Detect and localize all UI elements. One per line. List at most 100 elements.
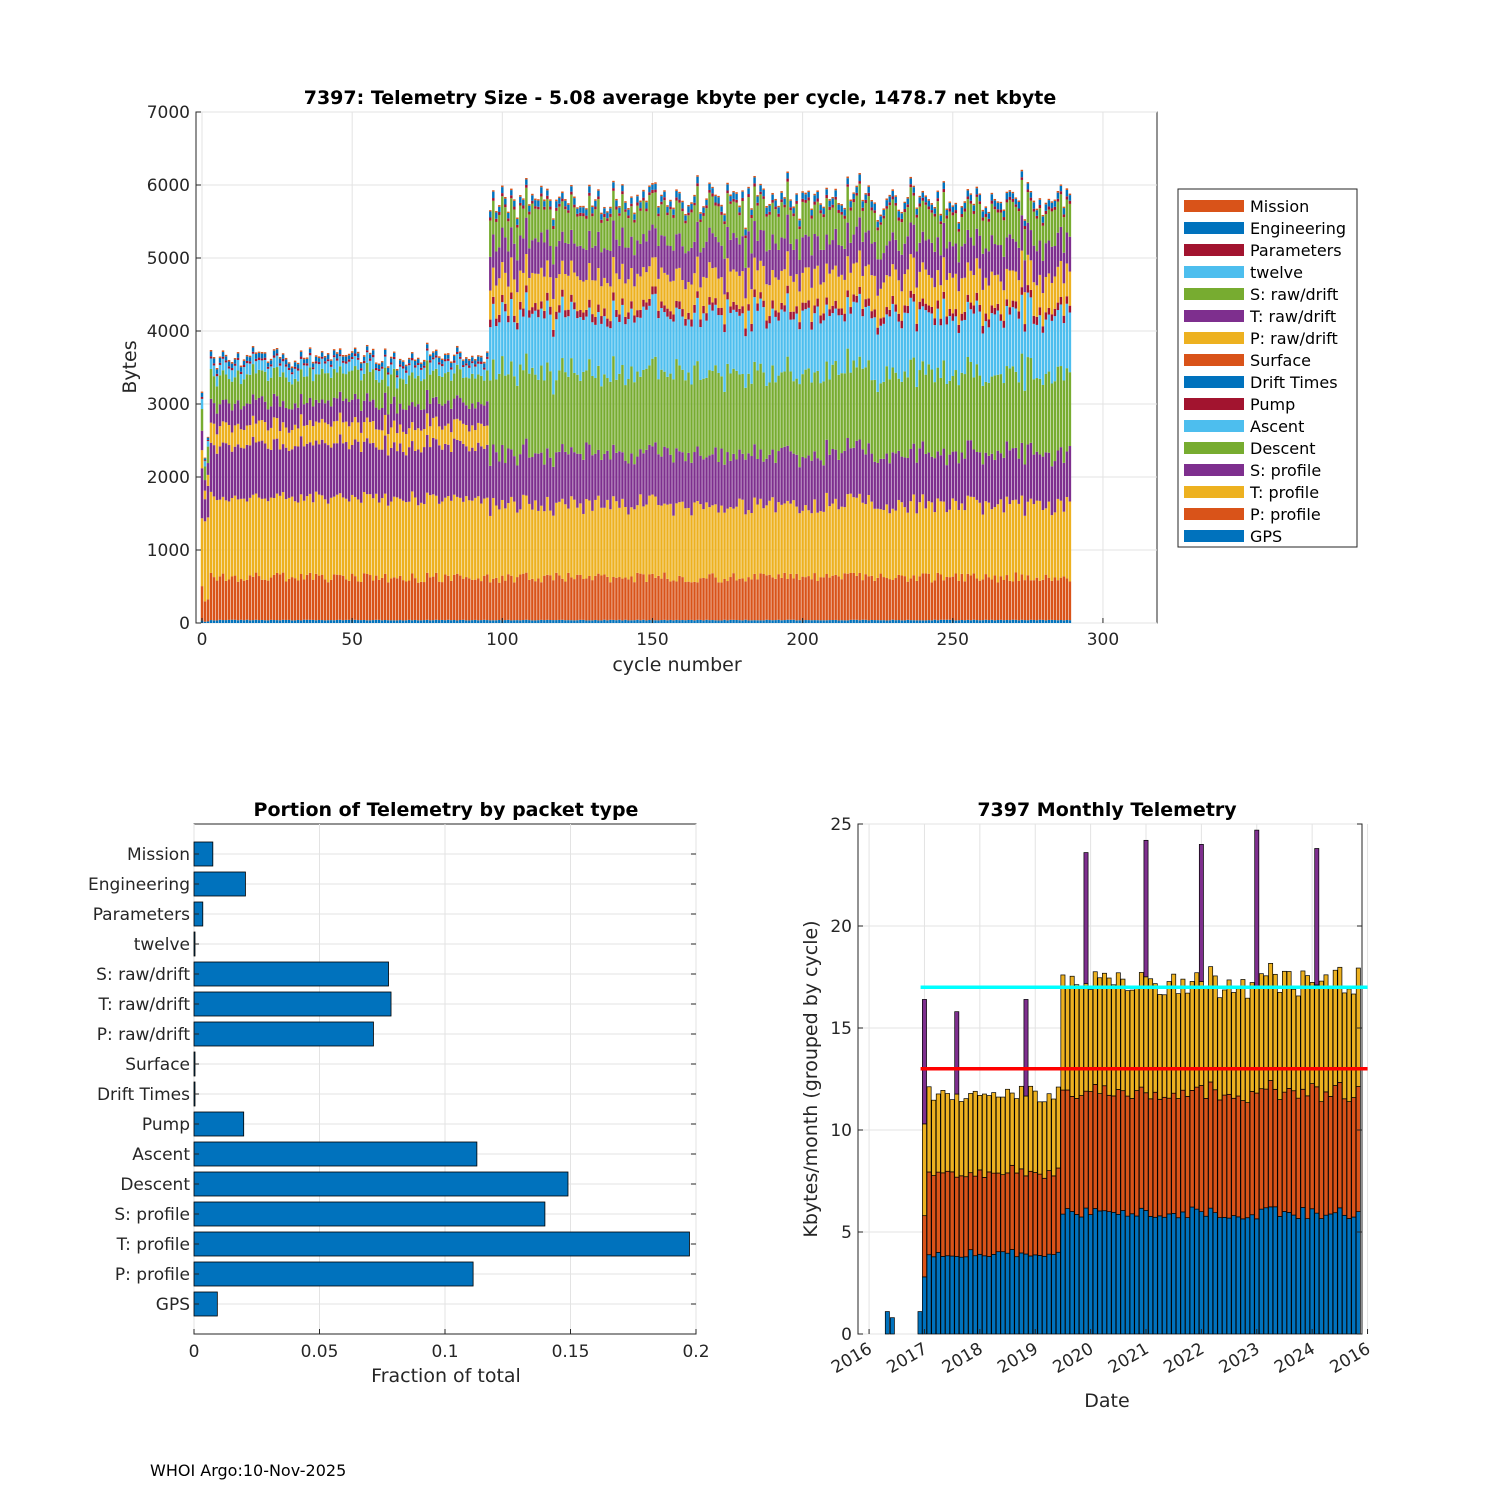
br-bar-segment <box>1305 1095 1310 1219</box>
top-bar-segment <box>693 241 696 274</box>
top-bar-segment <box>750 209 753 215</box>
top-bar-segment <box>254 423 258 443</box>
top-bar-segment <box>347 426 351 450</box>
top-bar-segment <box>212 365 216 377</box>
top-bar-segment <box>741 578 744 621</box>
top-bar-segment <box>209 356 213 359</box>
br-bar-segment <box>945 1093 950 1172</box>
top-bar-segment <box>606 378 609 451</box>
top-bar-segment <box>786 293 789 357</box>
top-bar-segment <box>465 425 468 447</box>
top-bar-segment <box>774 206 777 210</box>
br-month-bar <box>1291 988 1297 1335</box>
top-bar-segment <box>825 198 828 235</box>
top-bar-segment <box>693 202 696 206</box>
top-bar-segment <box>389 364 393 375</box>
top-bar-segment <box>804 202 807 235</box>
top-bar-segment <box>681 309 684 317</box>
top-bar-segment <box>215 500 219 581</box>
top-bar-segment <box>236 499 240 582</box>
top-bar-segment <box>747 310 750 374</box>
top-bar-segment <box>972 213 976 246</box>
top-bar-segment <box>999 619 1003 623</box>
top-bar-segment <box>978 201 982 204</box>
bl-category-label: P: raw/drift <box>97 1025 191 1045</box>
top-bar-segment <box>999 281 1003 315</box>
top-bar-segment <box>654 189 657 193</box>
top-bar-segment <box>468 431 471 452</box>
top-bar-segment <box>963 208 967 212</box>
top-bar-segment <box>495 212 498 219</box>
top-bar-segment <box>522 620 525 623</box>
top-bar-segment <box>624 324 627 386</box>
top-bar-segment <box>335 352 339 354</box>
top-bar-segment <box>810 218 813 256</box>
top-bar-segment <box>426 344 429 349</box>
top-bar-segment <box>795 200 798 204</box>
top-bar-segment <box>1002 256 1006 291</box>
top-bar-segment <box>705 320 708 378</box>
top-bar-segment <box>534 310 537 375</box>
top-bar-segment <box>933 325 937 383</box>
top-bar-segment <box>876 259 879 296</box>
top-bar-segment <box>846 186 849 223</box>
top-bar-segment <box>230 410 234 433</box>
br-x-tick-label: 2016 <box>1327 1339 1374 1378</box>
top-bar-segment <box>750 323 753 332</box>
top-bar-segment <box>945 218 949 249</box>
top-bar-segment <box>903 201 906 204</box>
top-bar-segment <box>735 199 738 203</box>
top-bar-segment <box>636 317 639 372</box>
top-bar-segment <box>615 200 618 207</box>
top-bar-segment <box>1050 383 1054 467</box>
top-bar-segment <box>350 351 354 353</box>
br-bar-segment <box>931 1256 937 1335</box>
top-bar-segment <box>269 619 273 623</box>
top-bar-segment <box>945 576 949 620</box>
top-bar-segment <box>1029 230 1033 261</box>
top-bar-segment <box>888 194 891 197</box>
top-bar-segment <box>447 496 450 576</box>
top-bar-segment <box>1017 208 1021 212</box>
top-bar-segment <box>1011 366 1015 449</box>
top-bar-segment <box>726 258 729 293</box>
top-bar-segment <box>735 304 738 312</box>
top-bar-segment <box>1008 191 1012 197</box>
top-bar-segment <box>1062 315 1066 324</box>
top-bar-segment <box>504 311 507 376</box>
top-bar-segment <box>398 443 402 499</box>
top-bar-segment <box>792 249 795 282</box>
top-bar-segment <box>861 275 864 309</box>
top-bar-segment <box>900 213 903 219</box>
top-bar-segment <box>660 456 663 506</box>
top-bar-segment <box>792 319 795 382</box>
top-bar-segment <box>726 226 729 259</box>
top-bar-segment <box>723 512 726 579</box>
top-bar-segment <box>996 201 1000 203</box>
top-bar-segment <box>771 577 774 621</box>
top-bar-segment <box>236 400 240 424</box>
top-bar-segment <box>368 575 372 621</box>
bl-category-label: Mission <box>127 845 190 865</box>
top-bar-segment <box>789 210 792 244</box>
top-bar-segment <box>678 233 681 268</box>
top-bar-segment <box>1044 373 1048 453</box>
top-bar-segment <box>462 443 465 502</box>
top-bar-segment <box>206 439 210 442</box>
top-bar-segment <box>597 196 600 200</box>
top-bar-segment <box>585 249 588 280</box>
top-bar-segment <box>344 619 348 623</box>
top-bar-segment <box>579 380 582 454</box>
top-cycle-bar <box>576 207 579 623</box>
top-bar-segment <box>996 274 1000 304</box>
top-bar-segment <box>224 399 228 423</box>
top-bar-segment <box>831 503 834 576</box>
top-bar-segment <box>870 200 873 202</box>
top-bar-segment <box>546 496 549 575</box>
top-cycle-bar <box>978 193 982 623</box>
top-bar-segment <box>480 375 483 405</box>
top-bar-segment <box>897 321 900 379</box>
top-bar-segment <box>654 286 657 294</box>
top-bar-segment <box>386 366 390 368</box>
top-bar-segment <box>1059 185 1063 192</box>
